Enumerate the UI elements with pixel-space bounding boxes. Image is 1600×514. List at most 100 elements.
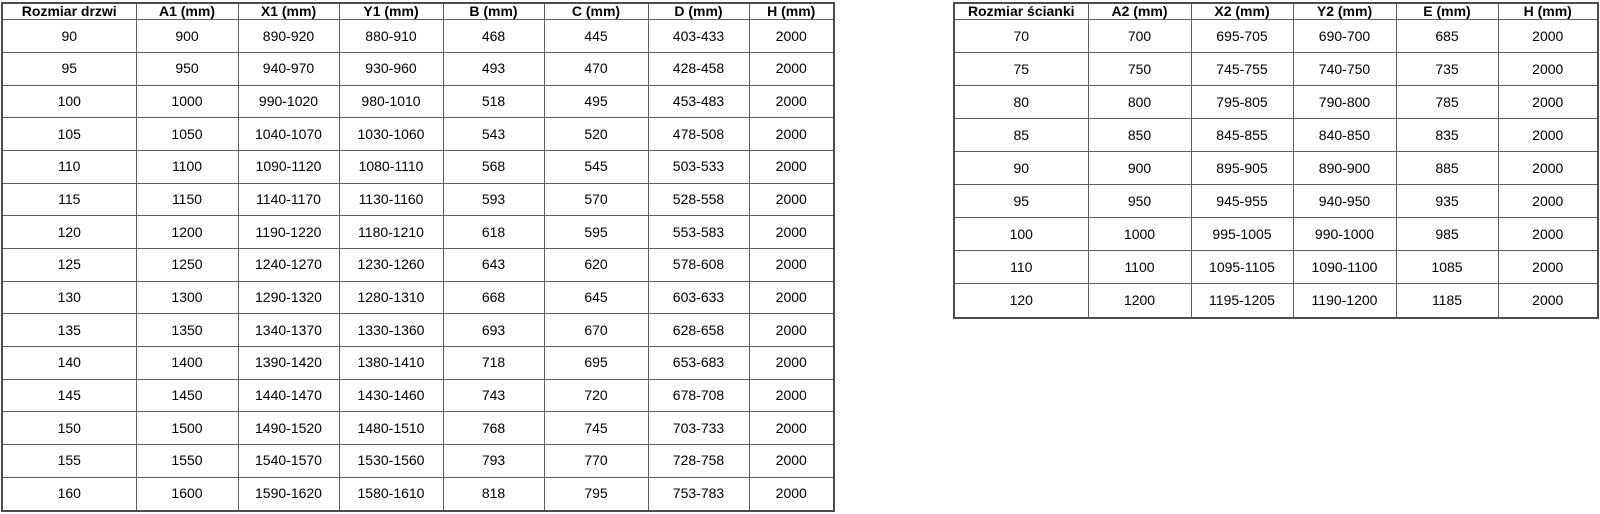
table-cell: 2000 [748,411,835,446]
table-cell: 740-750 [1292,52,1397,87]
table-cell: 428-458 [647,52,750,86]
table-cell: 75 [953,52,1089,87]
wall-table-header: Rozmiar ścianki A2 (mm) X2 (mm) Y2 (mm) E (m… [953,2,1599,21]
table-cell: 1185 [1395,283,1499,319]
table-cell: 950 [1087,184,1192,219]
table-row: 130 1300 1290-1320 1280-1310 668 645 603-633 20… [1,280,835,315]
header-row: Rozmiar drzwi A1 (mm) X1 (mm) Y1 (mm) B (mm)… [1,2,835,21]
table-cell: 1390-1420 [237,346,340,380]
table-cell: 578-608 [647,248,750,282]
table-cell: 1330-1360 [338,313,444,348]
table-cell: 2000 [1497,151,1599,186]
table-cell: 793 [442,444,545,478]
table-cell: 2000 [748,19,835,54]
table-cell: 520 [543,117,649,152]
table-cell: 795 [543,476,649,512]
column-header: Rozmiar drzwi [1,2,137,21]
table-cell: 468 [442,19,545,54]
table-cell: 2000 [748,346,835,380]
table-cell: 2000 [748,280,835,315]
table-row: 85 850 845-855 840-850 835 2000 [953,118,1599,153]
table-cell: 628-658 [647,313,750,348]
table-cell: 653-683 [647,346,750,380]
table-cell: 1530-1560 [338,444,444,478]
table-cell: 453-483 [647,84,750,119]
column-header: H (mm) [748,2,835,21]
table-cell: 2000 [1497,217,1599,252]
table-row: 70 700 695-705 690-700 685 2000 [953,19,1599,54]
table-cell: 678-708 [647,378,750,413]
table-row: 100 1000 995-1005 990-1000 985 2000 [953,217,1599,252]
table-cell: 2000 [748,182,835,217]
table-cell: 840-850 [1292,118,1397,153]
table-row: 110 1100 1095-1105 1090-1100 1085 2000 [953,250,1599,285]
table-cell: 950 [135,52,239,86]
table-cell: 545 [543,150,649,184]
table-row: 125 1250 1240-1270 1230-1260 643 620 578-608 20… [1,248,835,282]
table-cell: 1290-1320 [237,280,340,315]
table-cell: 1350 [135,313,239,348]
table-cell: 745 [543,411,649,446]
table-row: 140 1400 1390-1420 1380-1410 718 695 653-683 20… [1,346,835,380]
table-cell: 95 [953,184,1089,219]
table-cell: 1380-1410 [338,346,444,380]
table-cell: 110 [1,150,137,184]
table-row: 90 900 895-905 890-900 885 2000 [953,151,1599,186]
table-cell: 900 [1087,151,1192,186]
table-cell: 930-960 [338,52,444,86]
table-cell: 728-758 [647,444,750,478]
table-cell: 1040-1070 [237,117,340,152]
table-cell: 643 [442,248,545,282]
table-cell: 753-783 [647,476,750,512]
table-cell: 645 [543,280,649,315]
table-cell: 543 [442,117,545,152]
table-cell: 1050 [135,117,239,152]
table-cell: 1580-1610 [338,476,444,512]
table-cell: 2000 [748,476,835,512]
table-cell: 835 [1395,118,1499,153]
table-cell: 70 [953,19,1089,54]
table-cell: 940-950 [1292,184,1397,219]
table-cell: 120 [953,283,1089,319]
column-header: E (mm) [1395,2,1499,21]
table-row: 120 1200 1190-1220 1180-1210 618 595 553-583 20… [1,215,835,250]
table-cell: 145 [1,378,137,413]
table-cell: 980-1010 [338,84,444,119]
table-cell: 1000 [1087,217,1192,252]
table-cell: 620 [543,248,649,282]
table-cell: 895-905 [1190,151,1294,186]
table-cell: 1090-1120 [237,150,340,184]
table-cell: 800 [1087,85,1192,120]
table-cell: 90 [1,19,137,54]
table-row: 105 1050 1040-1070 1030-1060 543 520 478-508 20… [1,117,835,152]
table-cell: 2000 [1497,52,1599,87]
table-row: 75 750 745-755 740-750 735 2000 [953,52,1599,87]
table-cell: 1490-1520 [237,411,340,446]
table-cell: 445 [543,19,649,54]
table-cell: 568 [442,150,545,184]
table-cell: 100 [953,217,1089,252]
table-cell: 668 [442,280,545,315]
table-cell: 1600 [135,476,239,512]
table-cell: 1340-1370 [237,313,340,348]
table-row: 80 800 795-805 790-800 785 2000 [953,85,1599,120]
table-cell: 140 [1,346,137,380]
table-cell: 685 [1395,19,1499,54]
table-cell: 995-1005 [1190,217,1294,252]
column-header: B (mm) [442,2,545,21]
table-cell: 1430-1460 [338,378,444,413]
column-header: C (mm) [543,2,649,21]
table-cell: 135 [1,313,137,348]
table-cell: 1540-1570 [237,444,340,478]
table-cell: 940-970 [237,52,340,86]
table-cell: 695-705 [1190,19,1294,54]
table-cell: 1230-1260 [338,248,444,282]
table-cell: 720 [543,378,649,413]
wall-size-table: Rozmiar ścianki A2 (mm) X2 (mm) Y2 (mm) E (m… [953,2,1599,319]
table-cell: 528-558 [647,182,750,217]
table-cell: 2000 [748,84,835,119]
table-cell: 1190-1200 [1292,283,1397,319]
table-cell: 493 [442,52,545,86]
table-cell: 2000 [748,150,835,184]
table-cell: 935 [1395,184,1499,219]
